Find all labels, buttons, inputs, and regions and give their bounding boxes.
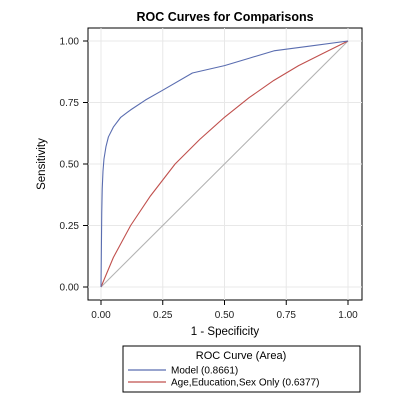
axis-ticks: 0.00 0.25 0.50 0.75 1.00 0.00 0.25 0.50 0.75 1.00: [60, 37, 359, 322]
y-tick-label: 0.75: [60, 98, 80, 109]
y-tick-label: 0.25: [60, 221, 80, 232]
y-tick-label: 1.00: [60, 37, 80, 48]
x-tick-label: 0.50: [215, 310, 235, 321]
legend-box: [122, 345, 361, 393]
legend: ROC Curve (Area) Model (0.8661)Age,Educa…: [122, 345, 361, 393]
series-lines: [100, 40, 349, 288]
reference-diagonal-line: [100, 40, 349, 288]
legend-entry-label: Age,Education,Sex Only (0.6377): [171, 378, 319, 389]
legend-entry-label: Model (0.8661): [171, 366, 238, 377]
demographic-roc-line: [100, 40, 349, 288]
x-tick-label: 1.00: [338, 310, 358, 321]
model-roc-line: [100, 40, 349, 288]
chart-title: ROC Curves for Comparisons: [136, 10, 313, 24]
x-tick-label: 0.25: [153, 310, 173, 321]
y-tick-label: 0.00: [60, 283, 80, 294]
legend-entries: Model (0.8661)Age,Education,Sex Only (0.…: [128, 366, 319, 389]
y-tick-label: 0.50: [60, 160, 80, 171]
x-tick-label: 0.00: [91, 310, 111, 321]
x-tick-label: 0.75: [277, 310, 297, 321]
x-axis-title: 1 - Specificity: [191, 326, 260, 338]
legend-title: ROC Curve (Area): [196, 350, 286, 362]
y-axis-title: Sensitivity: [36, 138, 48, 190]
